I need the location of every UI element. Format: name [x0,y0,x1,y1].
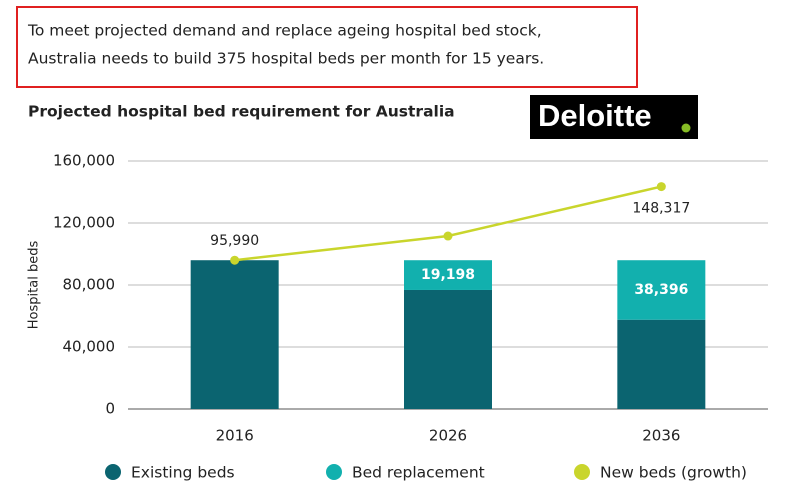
logo-dot [681,123,691,133]
bar-segment [404,289,492,409]
annotation-line: To meet projected demand and replace age… [27,22,542,40]
line-point [656,182,666,192]
x-tick-label: 2036 [642,427,680,445]
y-axis-label: Hospital beds [27,241,42,330]
annotation-line: Australia needs to build 375 hospital be… [28,50,544,68]
annotation-box [16,6,638,88]
logo: Deloitte [538,98,652,133]
y-tick-label: 40,000 [63,338,116,356]
data-label: 148,317 [632,201,690,217]
bar-segment [617,260,706,320]
chart-title: Projected hospital bed requirement for A… [28,103,455,121]
logo-box [530,95,698,139]
x-tick-label: 2026 [429,427,467,445]
legend-swatch [105,464,121,480]
y-tick-label: 120,000 [53,214,115,232]
data-label: 95,990 [210,233,259,249]
data-label: 19,198 [421,267,475,283]
data-label: 38,396 [634,282,688,298]
y-tick-label: 160,000 [53,152,115,170]
bar-segment [617,319,706,409]
bar-segment [190,260,279,409]
line-point [443,231,453,241]
legend-swatch [326,464,342,480]
legend-label: Bed replacement [352,464,485,482]
line-point [230,255,240,265]
x-tick-label: 2016 [216,427,254,445]
y-tick-label: 80,000 [63,276,116,294]
bar-segment [404,260,492,290]
y-tick-label: 0 [105,400,115,418]
legend-label: New beds (growth) [600,464,747,482]
legend-swatch [574,464,590,480]
legend-label: Existing beds [131,464,235,482]
